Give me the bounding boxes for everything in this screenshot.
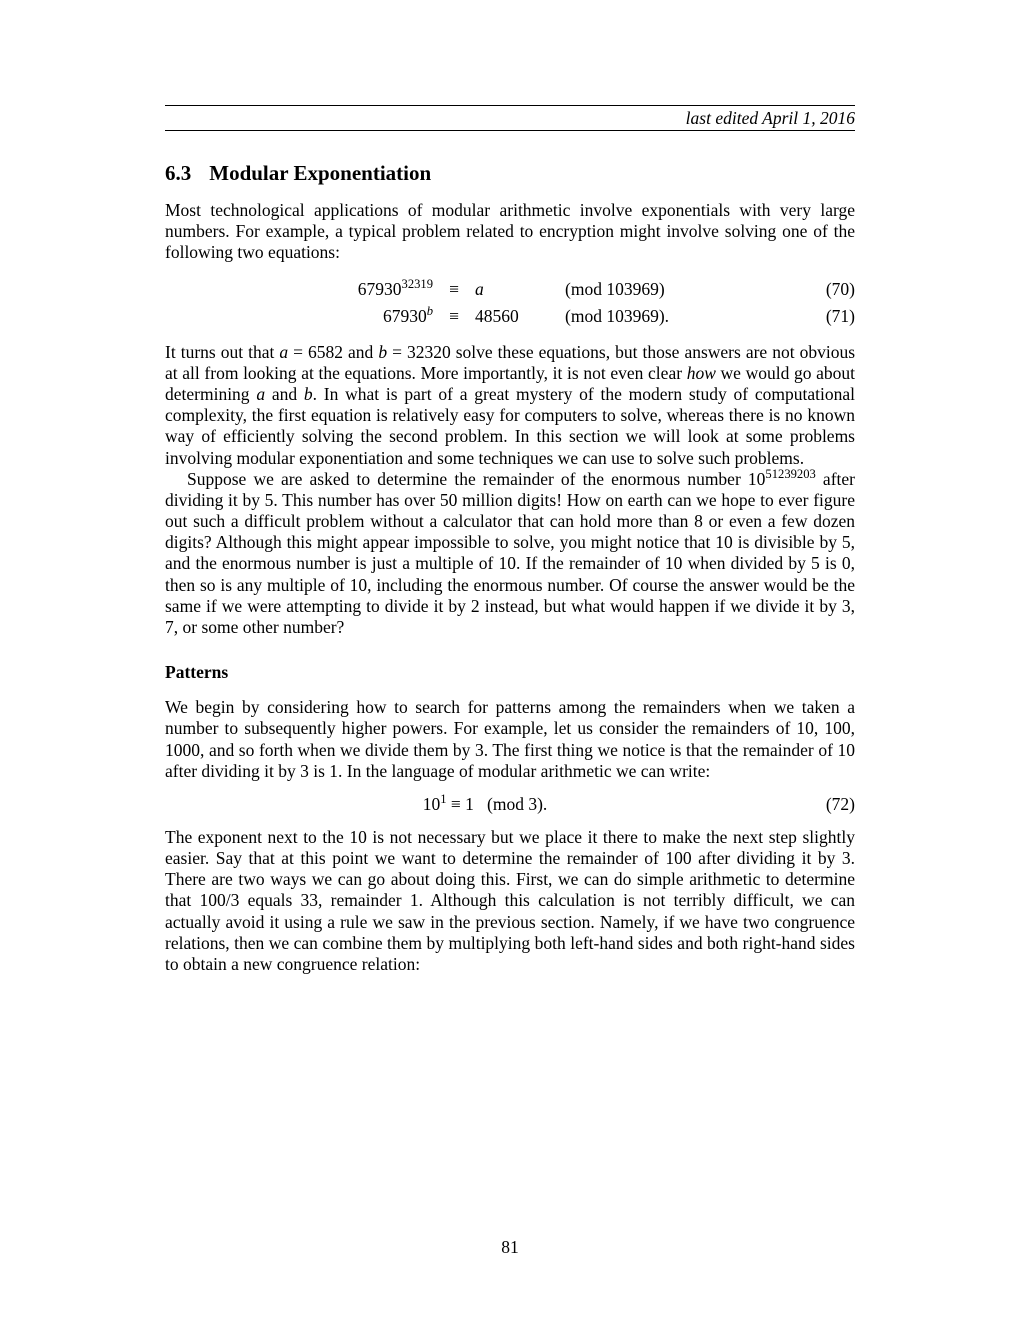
header-date: last edited April 1, 2016 <box>165 106 855 130</box>
section-heading: 6.3 Modular Exponentiation <box>165 161 855 186</box>
eq70-rhs: a <box>475 276 547 303</box>
page-number: 81 <box>0 1237 1020 1258</box>
header-rule-bottom <box>165 130 855 131</box>
intro-paragraph: Most technological applications of modul… <box>165 200 855 264</box>
eq70-rel: ≡ <box>433 276 475 303</box>
eq71-rel: ≡ <box>433 303 475 330</box>
eq71-lhs: 67930b <box>165 303 433 330</box>
eq72-num: (72) <box>805 794 855 815</box>
paragraph-4: We begin by considering how to search fo… <box>165 697 855 782</box>
section-number: 6.3 <box>165 161 191 185</box>
equation-block-70-71: 6793032319 ≡ a (mod 103969) (70) 67930b … <box>165 276 855 330</box>
paragraph-5: The exponent next to the 10 is not neces… <box>165 827 855 975</box>
paragraph-2: It turns out that a = 6582 and b = 32320… <box>165 342 855 469</box>
eq70-lhs: 6793032319 <box>165 276 433 303</box>
equation-72: 101 ≡ 1 (mod 3). (72) <box>165 794 855 815</box>
eq70-num: (70) <box>715 276 855 303</box>
equation-70: 6793032319 ≡ a (mod 103969) (70) <box>165 276 855 303</box>
eq71-rhs: 48560 <box>475 303 547 330</box>
eq72-body: 101 ≡ 1 (mod 3). <box>165 794 805 815</box>
eq70-mod: (mod 103969) <box>547 276 715 303</box>
equation-71: 67930b ≡ 48560 (mod 103969). (71) <box>165 303 855 330</box>
paragraph-3: Suppose we are asked to determine the re… <box>165 469 855 638</box>
subheading-patterns: Patterns <box>165 662 855 683</box>
page-header: last edited April 1, 2016 <box>165 105 855 131</box>
eq71-mod: (mod 103969). <box>547 303 715 330</box>
eq71-num: (71) <box>715 303 855 330</box>
section-title: Modular Exponentiation <box>209 161 431 185</box>
